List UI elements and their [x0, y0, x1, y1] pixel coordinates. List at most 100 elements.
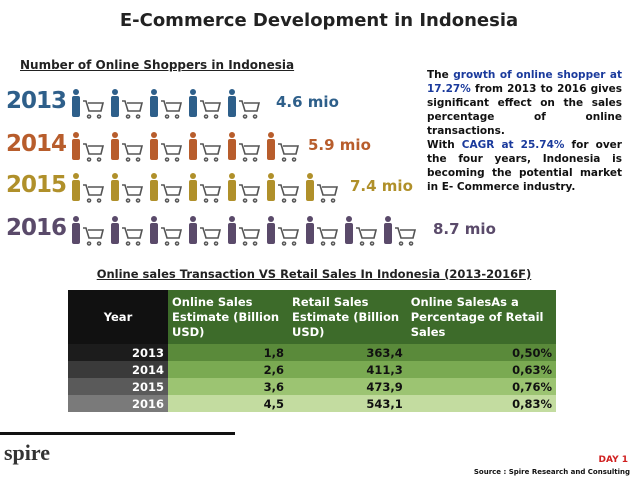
logo: spire [4, 440, 51, 465]
shopper-icon [189, 173, 222, 203]
body [189, 223, 197, 244]
body [228, 96, 236, 117]
body [189, 139, 197, 160]
head [190, 173, 196, 179]
shopper-icon [189, 132, 222, 162]
table-cell: 473,9 [288, 378, 407, 395]
shopper-icon [150, 173, 183, 203]
body [189, 96, 197, 117]
body [228, 223, 236, 244]
body [345, 223, 353, 244]
body [150, 223, 158, 244]
head [190, 89, 196, 95]
head [229, 89, 235, 95]
head [346, 216, 352, 222]
body [72, 96, 80, 117]
head [385, 216, 391, 222]
cart [356, 227, 378, 246]
table-cell: 2015 [68, 378, 168, 395]
cart [161, 227, 183, 246]
shopper-icon [111, 173, 144, 203]
cart [83, 100, 105, 119]
table-cell: 4,5 [168, 395, 289, 412]
body [111, 96, 119, 117]
day-label: DAY 1 [598, 455, 629, 465]
shopper-icon [384, 216, 417, 246]
body [306, 180, 314, 201]
shopper-icon [189, 89, 222, 119]
head [229, 173, 235, 179]
cart [200, 143, 222, 162]
body [228, 139, 236, 160]
cart [122, 143, 144, 162]
table-cell: 1,8 [168, 344, 289, 361]
cart [278, 184, 300, 203]
head [307, 216, 313, 222]
table-cell: 0,63% [406, 361, 556, 378]
shopper-icon [306, 216, 339, 246]
body [72, 139, 80, 160]
header-cell: Online SalesAs a Percentage of Retail Sa… [406, 290, 556, 344]
body [306, 223, 314, 244]
body [111, 139, 119, 160]
cart [278, 143, 300, 162]
text: for over the four years, Indonesia is be… [427, 139, 622, 193]
title: E-Commerce Development in Indonesia [119, 10, 519, 31]
head [307, 173, 313, 179]
year-label: 2015 [6, 172, 67, 198]
header-cell: Year [68, 290, 168, 344]
divider [0, 432, 235, 435]
shopper-icon [72, 173, 105, 203]
head [112, 173, 118, 179]
cart [395, 227, 417, 246]
body [150, 139, 158, 160]
body [228, 180, 236, 201]
table-row: 2014 2,6 411,3 0,63% [68, 361, 556, 378]
table-cell: 363,4 [288, 344, 407, 361]
head [190, 216, 196, 222]
cart [317, 184, 339, 203]
shoppers-label: 5.9 mio [308, 136, 371, 154]
cart [200, 100, 222, 119]
head [268, 173, 274, 179]
table-cell: 2014 [68, 361, 168, 378]
table-title: Online sales Transaction VS Retail Sales… [96, 267, 532, 281]
table-cell: 2,6 [168, 361, 289, 378]
section-title: Number of Online Shoppers in Indonesia [20, 58, 295, 72]
header-row: Year Online Sales Estimate (Billion USD) R… [68, 290, 556, 344]
shopper-icon [72, 216, 105, 246]
shopper-icon [306, 173, 339, 203]
head [73, 132, 79, 138]
head [151, 216, 157, 222]
text: from 2013 to 2016 gives significant effe… [427, 83, 622, 137]
table-cell: 0,76% [406, 378, 556, 395]
cart [122, 100, 144, 119]
header-cell: Online Sales Estimate (Billion USD) [168, 290, 289, 344]
body [267, 180, 275, 201]
shoppers-label: 4.6 mio [276, 93, 339, 111]
text: The [427, 69, 454, 81]
cart [239, 227, 261, 246]
pictogram [72, 89, 417, 246]
shopper-icon [150, 216, 183, 246]
shopper-icon [150, 89, 183, 119]
cart [278, 227, 300, 246]
table-cell: 543,1 [288, 395, 407, 412]
shopper-icon [111, 89, 144, 119]
shopper-icon [228, 132, 261, 162]
highlight: growth of online shopper at 17.27% [427, 69, 622, 95]
shopper-icon [345, 216, 378, 246]
shopper-icon [228, 173, 261, 203]
description: The growth of online shopper at 17.27% f… [427, 68, 622, 194]
head [112, 89, 118, 95]
highlight: CAGR at 25.74% [461, 139, 565, 151]
source: Source : Spire Research and Consulting [473, 468, 630, 476]
table-cell: 3,6 [168, 378, 289, 395]
body [189, 180, 197, 201]
head [151, 89, 157, 95]
body [267, 139, 275, 160]
cart [161, 143, 183, 162]
table: Year Online Sales Estimate (Billion USD) R… [68, 290, 556, 412]
body [72, 223, 80, 244]
